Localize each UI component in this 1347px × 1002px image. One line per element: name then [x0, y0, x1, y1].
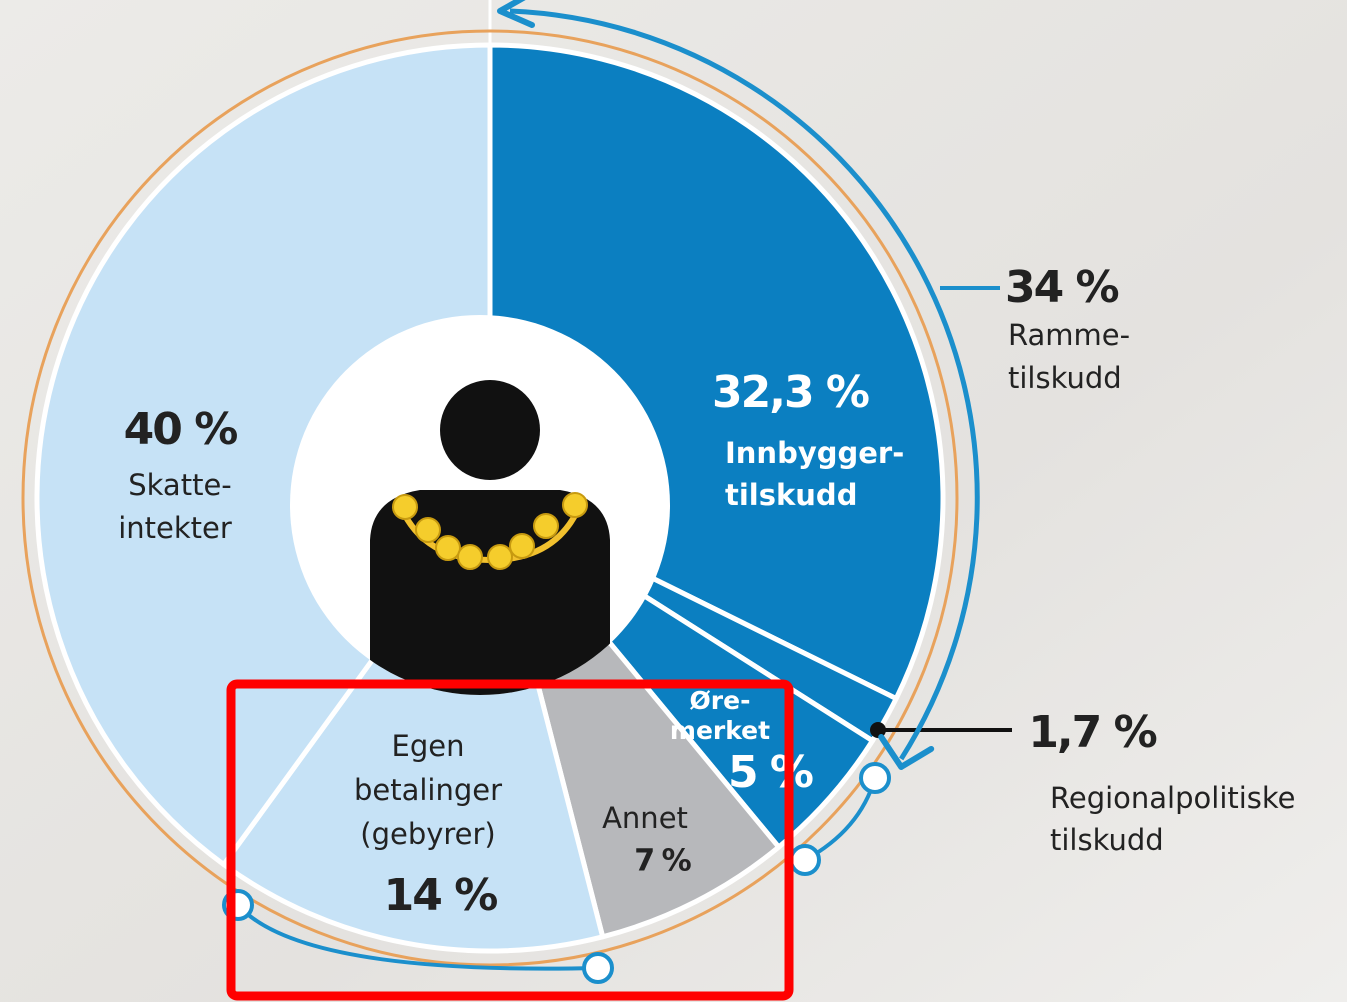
chain-beads — [392, 492, 588, 570]
value-label: 7 % — [634, 844, 691, 879]
category-label: merket — [670, 716, 770, 745]
value-label: 1,7 % — [1028, 707, 1156, 758]
value-label: 5 % — [728, 747, 813, 798]
category-label: Skatte- — [128, 468, 232, 502]
arrow-head — [497, 0, 535, 28]
value-label: 32,3 % — [712, 367, 869, 418]
leader-dot — [870, 722, 886, 738]
category-label: Øre- — [690, 686, 751, 715]
category-label: Regionalpolitiske — [1050, 781, 1296, 815]
category-label: Annet — [602, 801, 688, 835]
category-label: betalinger — [354, 773, 502, 807]
category-label: tilskudd — [725, 478, 857, 512]
category-label: intekter — [118, 511, 232, 545]
connector-node — [859, 762, 891, 794]
annotation-text: Ramme- — [1008, 318, 1130, 352]
connector-node — [582, 952, 614, 984]
pie-slice — [34, 42, 493, 867]
connector-arc — [236, 903, 599, 971]
annotations: 34 % Ramme-tilskudd — [222, 0, 1130, 984]
value-label: 40 % — [124, 404, 238, 455]
center-icon — [290, 315, 670, 695]
annotation-text: tilskudd — [1008, 361, 1122, 395]
category-label: tilskudd — [1050, 823, 1164, 857]
person-head — [440, 380, 540, 480]
labels: 32,3 % Innbygger-tilskudd 1,7 % Regionalpol… — [118, 367, 1295, 921]
annotation-arc — [509, 8, 980, 761]
category-label: (gebyrer) — [360, 817, 496, 851]
connector-node — [789, 844, 821, 876]
value-label: 14 % — [384, 870, 498, 921]
category-label: Innbygger- — [725, 436, 904, 470]
category-label: Egen — [392, 729, 465, 763]
outer-ring — [21, 29, 959, 967]
arrow-head — [878, 733, 935, 770]
highlight-box — [226, 679, 794, 1001]
annotation-value: 34 % — [1005, 262, 1119, 313]
